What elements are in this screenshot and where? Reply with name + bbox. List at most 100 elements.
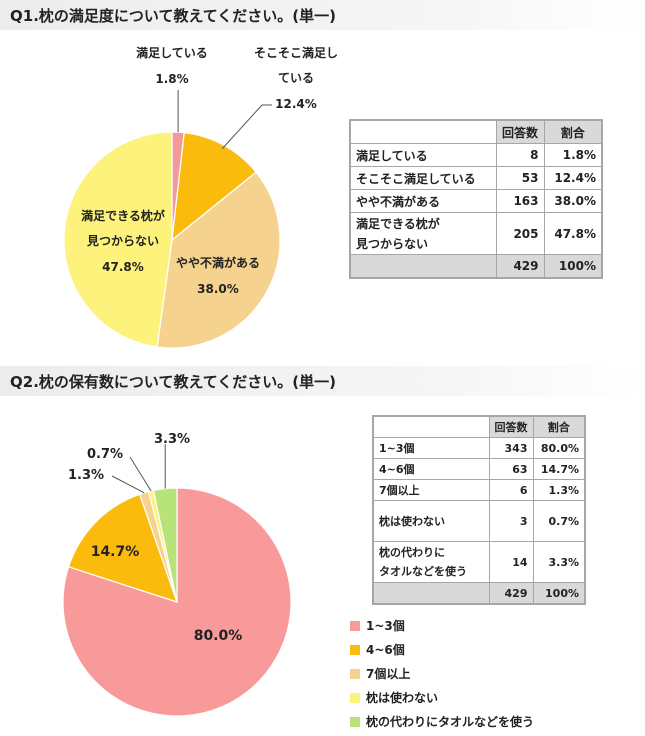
legend-item: 7個以上: [350, 664, 534, 688]
legend-swatch: [350, 669, 360, 679]
row-count: 63: [488, 458, 534, 480]
slice-label: 1.3%: [68, 468, 104, 483]
row-count: 205: [495, 212, 545, 255]
slice-label: 1.8%: [155, 72, 188, 86]
slice-label: やや不満がある: [176, 255, 260, 270]
legend-label: 枕の代わりにタオルなどを使う: [366, 715, 535, 729]
legend-label: 1~3個: [366, 619, 405, 633]
row-label: 満足できる枕が 見つからない: [349, 212, 497, 255]
slice-label: 12.4%: [275, 97, 317, 111]
legend-item: 4~6個: [350, 640, 534, 664]
table-row: 枕の代わりに タオルなどを使う 14 3.3%: [372, 541, 586, 583]
leader-line: [111, 475, 145, 494]
slice-label: 0.7%: [87, 447, 123, 462]
total-blank: [372, 582, 490, 605]
total-count: 429: [488, 582, 534, 605]
row-label: 満足している: [349, 143, 497, 167]
slice-label: そこそこ満足し: [254, 45, 338, 60]
table-header-count: 回答数: [495, 119, 545, 144]
table-total-row: 429 100%: [372, 582, 586, 605]
legend-swatch: [350, 621, 360, 631]
slice-label: 47.8%: [102, 260, 144, 274]
table-header-count: 回答数: [488, 415, 534, 438]
slice-label: 満足できる枕が: [81, 208, 165, 223]
table-total-row: 429 100%: [349, 254, 603, 279]
row-pct: 12.4%: [543, 166, 603, 190]
legend-swatch: [350, 645, 360, 655]
total-pct: 100%: [543, 254, 603, 279]
total-pct: 100%: [532, 582, 586, 605]
total-blank: [349, 254, 497, 279]
row-count: 343: [488, 437, 534, 459]
row-count: 6: [488, 479, 534, 501]
table-row: 満足している 8 1.8%: [349, 143, 603, 167]
q1-pie-chart: 満足している 1.8% そこそこ満足している 12.4% やや不満がある 38.0% 満足で…: [63, 45, 338, 349]
row-label-line: タオルなどを使う: [379, 565, 467, 578]
pie-slice: [67, 493, 178, 603]
row-count: 14: [488, 541, 534, 583]
row-count: 3: [488, 500, 534, 542]
row-label-line: 見つからない: [356, 236, 429, 251]
legend-label: 枕は使わない: [366, 691, 439, 705]
q2-data-table: 回答数 割合 1~3個 343 80.0% 4~6個 63 14.7% 7個以上…: [372, 415, 586, 605]
leader-line: [221, 104, 272, 150]
row-label: 枕の代わりに タオルなどを使う: [372, 541, 490, 583]
table-header-blank: [349, 119, 497, 144]
leader-line: [129, 456, 152, 492]
row-label-line: 満足できる枕が: [356, 216, 440, 231]
pie-slice: [156, 171, 281, 349]
slice-label: 80.0%: [194, 628, 243, 644]
row-count: 163: [495, 189, 545, 213]
pie-slice: [171, 132, 257, 242]
row-label: 4~6個: [372, 458, 490, 480]
row-count: 53: [495, 166, 545, 190]
total-count: 429: [495, 254, 545, 279]
row-pct: 80.0%: [532, 437, 586, 459]
slice-label: ている: [278, 71, 314, 85]
q1-header-bar: Q1.枕の満足度について教えてください。(単一): [0, 0, 645, 30]
table-row: やや不満がある 163 38.0%: [349, 189, 603, 213]
legend-label: 4~6個: [366, 643, 405, 657]
pie-slice: [63, 131, 173, 348]
row-pct: 1.3%: [532, 479, 586, 501]
row-label: 枕は使わない: [372, 500, 490, 542]
table-header-row: 回答数 割合: [349, 119, 603, 144]
q2-legend: 1~3個 4~6個 7個以上 枕は使わない 枕の代わりにタオルなどを使う: [350, 616, 534, 736]
legend-swatch: [350, 693, 360, 703]
q2-header-bar: Q2.枕の保有数について教えてください。(単一): [0, 366, 645, 396]
table-header-pct: 割合: [532, 415, 586, 438]
table-header-row: 回答数 割合: [372, 415, 586, 438]
table-row: 1~3個 343 80.0%: [372, 437, 586, 459]
row-label: 7個以上: [372, 479, 490, 501]
row-pct: 14.7%: [532, 458, 586, 480]
row-label: やや不満がある: [349, 189, 497, 213]
table-header-pct: 割合: [543, 119, 603, 144]
slice-label: 38.0%: [197, 282, 239, 296]
row-pct: 0.7%: [532, 500, 586, 542]
legend-label: 7個以上: [366, 667, 411, 681]
q1-data-table: 回答数 割合 満足している 8 1.8% そこそこ満足している 53 12.4%…: [349, 119, 603, 279]
legend-item: 枕の代わりにタオルなどを使う: [350, 712, 534, 736]
table-row: 4~6個 63 14.7%: [372, 458, 586, 480]
q2-title: Q2.枕の保有数について教えてください。(単一): [10, 373, 336, 391]
slice-label: 見つからない: [86, 233, 159, 248]
table-header-blank: [372, 415, 490, 438]
row-pct: 1.8%: [543, 143, 603, 167]
table-row: 満足できる枕が 見つからない 205 47.8%: [349, 212, 603, 255]
legend-swatch: [350, 717, 360, 727]
row-pct: 47.8%: [543, 212, 603, 255]
slice-label: 満足している: [136, 45, 208, 60]
row-count: 8: [495, 143, 545, 167]
slice-label: 14.7%: [91, 544, 140, 560]
slice-label: 3.3%: [154, 432, 190, 447]
q2-pie-chart: 80.0% 14.7% 1.3% 0.7% 3.3%: [62, 432, 292, 717]
legend-item: 枕は使わない: [350, 688, 534, 712]
row-label: 1~3個: [372, 437, 490, 459]
table-row: そこそこ満足している 53 12.4%: [349, 166, 603, 190]
row-label-line: 枕の代わりに: [379, 546, 445, 559]
table-row: 7個以上 6 1.3%: [372, 479, 586, 501]
q1-title: Q1.枕の満足度について教えてください。(単一): [10, 7, 336, 25]
row-label: そこそこ満足している: [349, 166, 497, 190]
row-pct: 38.0%: [543, 189, 603, 213]
table-row: 枕は使わない 3 0.7%: [372, 500, 586, 542]
